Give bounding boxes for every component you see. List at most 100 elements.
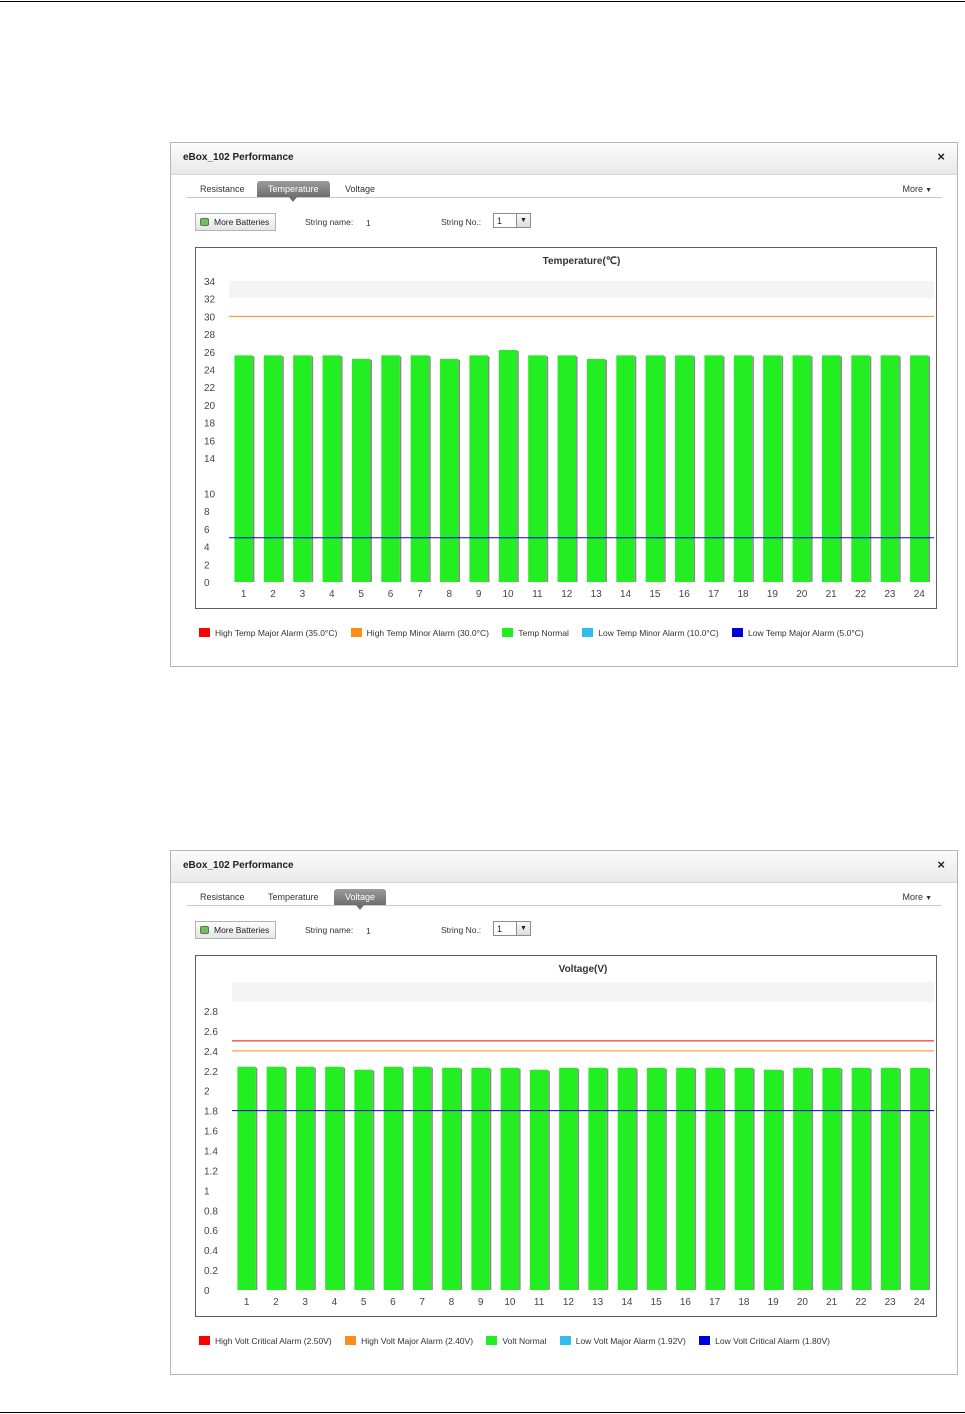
x-tick-label: 12 [561,589,573,600]
bar [469,355,488,582]
more-menu[interactable]: More ▼ [903,889,932,907]
x-tick-label: 20 [797,1297,809,1308]
y-tick-label: 1 [204,1186,210,1197]
x-tick-label: 8 [447,589,453,600]
string-no-select[interactable]: 1 ▼ [493,213,531,228]
legend-item: High Volt Critical Alarm (2.50V) [199,1335,332,1347]
x-tick-label: 17 [709,1297,721,1308]
bar-shadow [840,356,842,582]
performance-panel-temperature: eBox_102 Performance × Resistance Temper… [170,142,958,667]
bar-shadow [694,1068,697,1290]
legend-swatch [199,628,210,637]
x-tick-label: 11 [532,589,543,600]
y-tick-label: 0.8 [204,1206,218,1217]
x-tick-label: 9 [476,589,482,600]
y-tick-label: 18 [204,419,216,430]
bar-shadow [431,1067,433,1290]
string-name-value: 1 [366,926,371,936]
x-tick-label: 20 [796,589,808,600]
string-no-value: 1 [497,216,503,226]
more-label: More [902,184,924,194]
bar-shadow [928,356,931,582]
more-label: More [902,892,924,902]
legend-label: Low Temp Major Alarm (5.0°C) [748,628,864,638]
bar-shadow [519,1068,521,1290]
dropdown-arrow-icon[interactable]: ▼ [516,922,530,935]
bar-shadow [314,1067,316,1290]
legend-swatch [486,1336,498,1345]
tab-voltage[interactable]: Voltage [345,184,376,194]
temperature-chart: Temperature(℃) 0 2 4 6 8 10 14 16 18 20 22 24 26 28 30 3… [195,247,937,609]
tab-temperature[interactable]: Temperature [257,181,330,202]
triangle-down-icon: ▼ [925,895,932,902]
x-tick-label: 21 [826,589,838,600]
page-top-rule [0,1,965,2]
bar [354,1069,373,1290]
bar [325,1066,344,1290]
bar [617,1067,637,1290]
bar [234,355,253,582]
bar [410,355,430,582]
legend-swatch [502,628,514,637]
x-tick-label: 10 [503,589,515,600]
legend-label: High Volt Critical Alarm (2.50V) [215,1336,332,1346]
bar-shadow [636,1068,638,1290]
bar [528,355,547,582]
x-tick-label: 16 [679,589,691,600]
x-tick-label: 6 [390,1297,396,1308]
legend-label: High Temp Major Alarm (35.0°C) [215,628,338,638]
bar [586,358,606,582]
y-tick-label: 0 [204,578,210,589]
legend-item: Low Temp Minor Alarm (10.0°C) [582,627,719,639]
y-tick-label: 28 [204,330,216,341]
tab-temperature[interactable]: Temperature [268,892,319,902]
bar [705,1067,724,1290]
legend-swatch [350,628,362,637]
triangle-down-icon: ▼ [925,187,932,194]
x-tick-label: 4 [332,1297,338,1308]
bar [704,355,723,582]
y-tick-label: 20 [204,401,216,412]
bar [880,1067,900,1290]
dropdown-arrow-icon[interactable]: ▼ [516,214,530,227]
tab-voltage[interactable]: Voltage [334,889,387,910]
panel-header: eBox_102 Performance × [171,851,957,883]
close-icon[interactable]: × [937,857,945,872]
x-tick-label: 1 [241,589,247,600]
bar-shadow [753,1068,755,1290]
more-menu[interactable]: More ▼ [903,181,932,199]
bar-shadow [576,356,578,582]
legend-label: Low Volt Major Alarm (1.92V) [575,1336,686,1346]
string-no-select[interactable]: 1 ▼ [493,921,531,936]
string-no-label: String No.: [441,217,482,227]
bar-shadow [577,1068,580,1290]
panel-title: eBox_102 Performance [183,152,294,163]
more-batteries-button[interactable]: More Batteries [195,213,277,231]
y-tick-label: 0.2 [204,1266,218,1277]
bar [351,358,371,582]
tab-resistance[interactable]: Resistance [200,892,245,902]
legend-swatch [345,1336,357,1345]
bar-shadow [458,359,461,582]
bar [793,1067,812,1290]
legend-item: Low Volt Major Alarm (1.92V) [559,1335,686,1347]
voltage-chart-svg: Voltage(V) 0 0.2 0.4 0.6 0.8 1 1.2 1.4 1.6 1.8 2 2.2… [204,964,934,1308]
x-tick-label: 19 [768,1297,780,1308]
x-tick-label: 11 [534,1297,545,1308]
x-tick-label: 21 [826,1297,838,1308]
x-tick-label: 1 [244,1297,250,1308]
x-tick-label: 10 [504,1297,516,1308]
more-batteries-button[interactable]: More Batteries [195,921,277,939]
x-tick-label: 5 [358,589,364,600]
y-tick-label: 1.2 [204,1166,218,1177]
x-tick-label: 22 [855,1297,867,1308]
bar [734,1067,754,1290]
bar [880,355,900,582]
close-icon[interactable]: × [937,149,945,164]
bar [763,355,782,582]
tab-resistance[interactable]: Resistance [200,184,245,194]
x-tick-label: 16 [680,1297,692,1308]
y-tick-label: 1.6 [204,1127,218,1138]
chart-title: Voltage(V) [559,964,608,975]
bar [763,1069,783,1290]
